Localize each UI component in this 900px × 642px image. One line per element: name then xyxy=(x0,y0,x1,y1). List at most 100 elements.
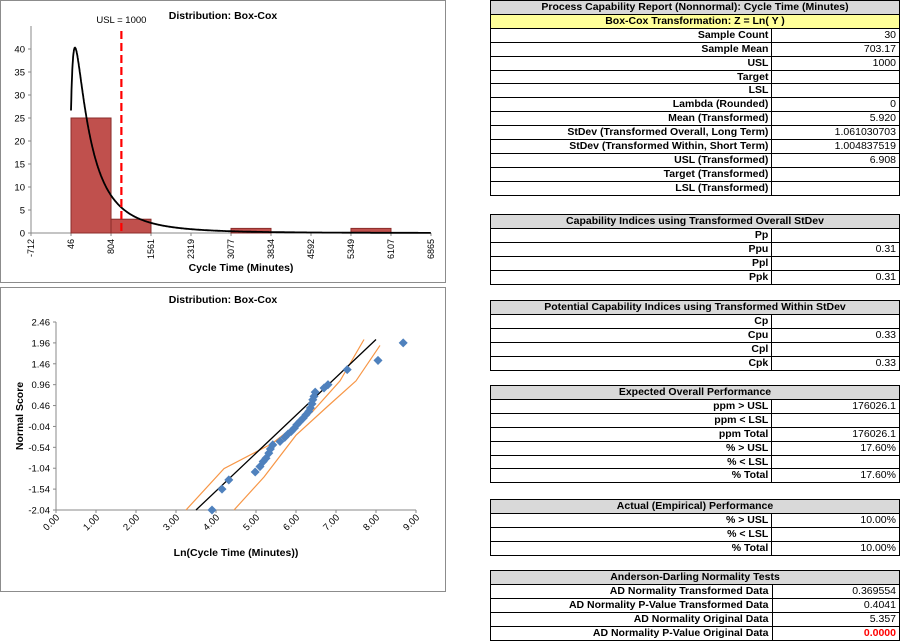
row-value: 176026.1 xyxy=(771,398,900,414)
x-tick-label: 3834 xyxy=(266,239,276,259)
row-value: 10.00% xyxy=(771,540,900,556)
data-point xyxy=(250,467,260,477)
row-label: AD Normality Original Data xyxy=(490,611,773,627)
expected-performance-table: Expected Overall Performance ppm > USL 17… xyxy=(489,385,900,484)
row-label: % Total xyxy=(489,540,773,556)
y-tick-label: 20 xyxy=(14,137,25,148)
row-value: 5.357 xyxy=(771,611,900,627)
row-label: Lambda (Rounded) xyxy=(489,97,773,113)
ad-normality-title: Anderson-Darling Normality Tests xyxy=(490,570,900,585)
table-row: Lambda (Rounded) 0 xyxy=(489,97,900,113)
actual-performance-title: Actual (Empirical) Performance xyxy=(490,499,900,514)
y-tick-label: 2.46 xyxy=(32,318,51,329)
row-value: 176026.1 xyxy=(771,426,900,442)
table-row: StDev (Transformed Overall, Long Term) 1.… xyxy=(489,125,900,141)
y-tick-label: -0.04 xyxy=(28,422,50,433)
row-label: Ppl xyxy=(489,255,773,271)
row-value xyxy=(771,526,900,542)
data-point xyxy=(217,484,227,494)
x-tick-label: 1561 xyxy=(146,239,156,259)
row-value: 1.061030703 xyxy=(771,125,900,141)
row-label: Target (Transformed) xyxy=(489,166,773,182)
row-label: Cpl xyxy=(489,341,773,357)
x-tick-label: 46 xyxy=(66,239,76,249)
row-value xyxy=(771,83,900,99)
actual-performance-table: Actual (Empirical) Performance % > USL 10… xyxy=(489,499,900,556)
y-tick-label: 0 xyxy=(20,229,25,240)
x-tick-label: 6107 xyxy=(386,239,396,259)
ad-normality-table: Anderson-Darling Normality Tests AD Norm… xyxy=(490,570,900,641)
row-label: % < LSL xyxy=(489,454,773,470)
table-row: Cp xyxy=(489,313,900,329)
within-indices-table: Potential Capability Indices using Trans… xyxy=(489,300,900,371)
table-row: % < LSL xyxy=(489,454,900,470)
row-label: % < LSL xyxy=(489,526,773,542)
row-value: 703.17 xyxy=(771,41,900,57)
row-label: ppm < LSL xyxy=(489,412,773,428)
x-tick-label: 4.00 xyxy=(201,512,222,533)
overall-indices-title: Capability Indices using Transformed Ove… xyxy=(490,214,900,229)
row-value: 6.908 xyxy=(771,152,900,168)
x-tick-label: 8.00 xyxy=(361,512,382,533)
y-tick-label: 0.46 xyxy=(32,401,51,412)
table-row: Target xyxy=(489,69,900,85)
x-axis-title: Cycle Time (Minutes) xyxy=(189,262,294,274)
table-row: AD Normality Original Data 5.357 xyxy=(490,611,900,627)
table-row: StDev (Transformed Within, Short Term) 1.… xyxy=(489,139,900,154)
table-row: % Total 17.60% xyxy=(489,468,900,484)
row-value: 0.0000 xyxy=(771,625,900,641)
table-row: % < LSL xyxy=(489,526,900,542)
table-row: Sample Mean 703.17 xyxy=(489,41,900,57)
y-tick-label: 10 xyxy=(14,183,25,194)
table-row: Ppl xyxy=(489,255,900,271)
probability-plot-chart: 2.46 1.96 1.46 0.96 0.46 -0.04 -0.54 -1.04 -1.54… xyxy=(14,318,422,560)
row-value xyxy=(771,227,900,243)
table-row: USL 1000 xyxy=(489,55,900,71)
y-tick-label: 30 xyxy=(14,91,25,102)
row-label: StDev (Transformed Within, Short Term) xyxy=(489,139,773,154)
data-point xyxy=(398,338,408,348)
table-row: AD Normality Transformed Data 0.369554 xyxy=(490,583,900,599)
report-subtitle: Box-Cox Transformation: Z = Ln( Y ) xyxy=(490,13,900,29)
y-tick-label: -1.54 xyxy=(28,485,50,496)
histogram-chart: 0 5 10 15 20 25 30 35 40 -712 46 804 1561 2319 3077 383… xyxy=(14,15,436,274)
y-tick-label: 1.46 xyxy=(32,359,51,370)
table-row: Pp xyxy=(489,227,900,243)
row-value: 17.60% xyxy=(771,440,900,456)
row-label: AD Normality P-Value Transformed Data xyxy=(490,597,773,613)
x-tick-label: 4592 xyxy=(306,239,316,259)
table-row: LSL (Transformed) xyxy=(489,180,900,196)
row-label: % > USL xyxy=(489,440,773,456)
x-tick-label: 6.00 xyxy=(281,512,302,533)
fit-curve xyxy=(70,46,431,234)
row-label: Ppu xyxy=(489,241,773,257)
table-row: LSL xyxy=(489,83,900,99)
y-tick-label: -1.04 xyxy=(28,464,50,475)
confidence-band-upper xyxy=(185,339,365,511)
row-value: 0.31 xyxy=(771,269,900,285)
usl-label: USL = 1000 xyxy=(96,15,146,26)
row-label: LSL xyxy=(489,83,773,99)
probability-plot-title: Distribution: Box-Cox xyxy=(168,294,278,306)
row-value xyxy=(771,341,900,357)
row-value: 0.4041 xyxy=(771,597,900,613)
x-tick-label: 3.00 xyxy=(161,512,182,533)
row-value: 1.004837519 xyxy=(771,139,900,154)
table-row: % > USL 10.00% xyxy=(489,512,900,528)
row-label: ppm Total xyxy=(489,426,773,442)
row-value: 0.33 xyxy=(771,355,900,371)
y-tick-label: -0.54 xyxy=(28,443,50,454)
row-label: Mean (Transformed) xyxy=(489,111,773,127)
row-value xyxy=(771,69,900,85)
table-row: % Total 10.00% xyxy=(489,540,900,556)
row-value xyxy=(771,255,900,271)
histogram-panel: Distribution: Box-Cox 0 5 10 15 20 25 30 35 40 -7… xyxy=(0,0,446,283)
row-label: Ppk xyxy=(489,269,773,285)
x-axis-title: Ln(Cycle Time (Minutes)) xyxy=(174,547,299,559)
table-row: ppm > USL 176026.1 xyxy=(489,398,900,414)
row-value: 17.60% xyxy=(771,468,900,484)
x-tick-label: -712 xyxy=(26,239,36,257)
row-label: % Total xyxy=(489,468,773,484)
table-row: Sample Count 30 xyxy=(489,27,900,43)
overall-indices-table: Capability Indices using Transformed Ove… xyxy=(489,214,900,285)
